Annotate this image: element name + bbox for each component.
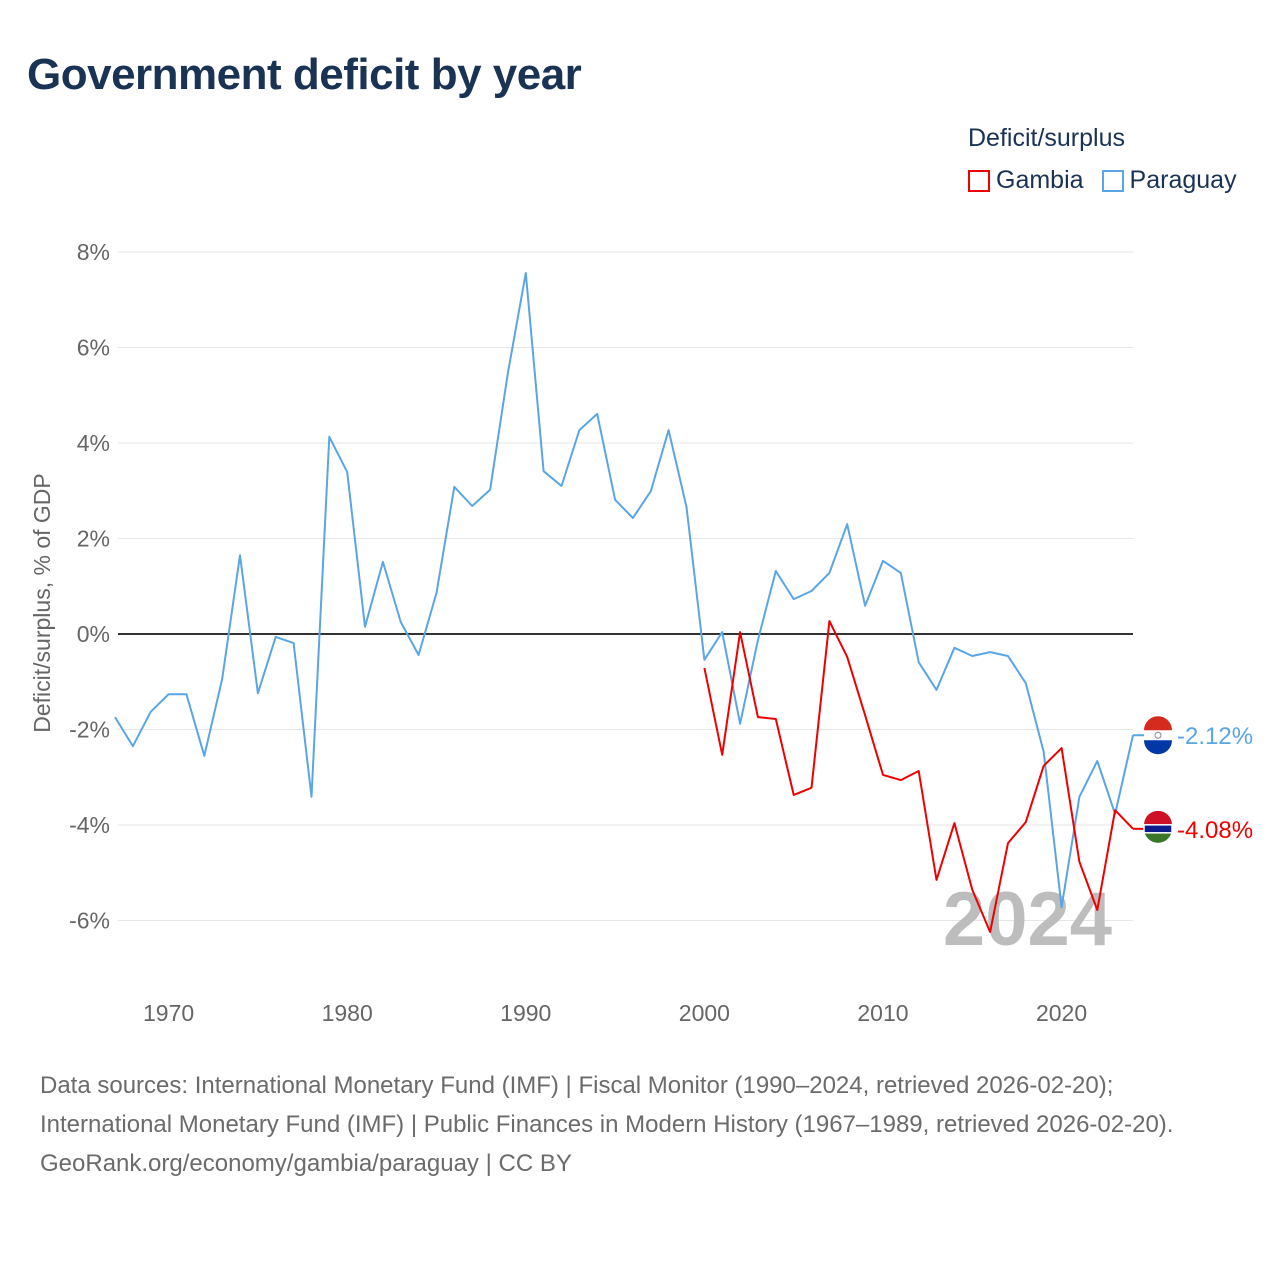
series-line-gambia	[703, 620, 1134, 933]
legend-title: Deficit/surplus	[968, 124, 1125, 152]
legend-item-paraguay[interactable]: Paraguay	[1101, 166, 1237, 195]
y-tick-label: -4%	[69, 812, 110, 838]
flag-emblem	[1154, 731, 1162, 739]
y-tick-label: -2%	[69, 717, 110, 743]
legend-swatch-paraguay	[1101, 169, 1124, 192]
legend-item-gambia[interactable]: Gambia	[968, 166, 1084, 195]
flag-blue-band	[1144, 740, 1172, 755]
legend-label: Paraguay	[1129, 166, 1237, 194]
chart-title: Government deficit by year	[27, 50, 582, 99]
y-tick-label: 0%	[77, 621, 110, 647]
x-tick-label: 2010	[857, 1000, 908, 1026]
flag-red-band	[1144, 716, 1172, 731]
y-tick-label: 8%	[77, 239, 110, 265]
year-watermark: 2024	[943, 877, 1112, 962]
x-tick-label: 1980	[322, 1000, 373, 1026]
footer: Data sources: International Monetary Fun…	[40, 1066, 1240, 1183]
legend: Gambia Paraguay	[968, 166, 1237, 195]
y-tick-label: 6%	[77, 335, 110, 361]
x-tick-label: 2000	[679, 1000, 730, 1026]
end-label-gambia: -4.08%	[1177, 817, 1253, 844]
flag-red-band	[1144, 810, 1172, 825]
series-line-paraguay	[114, 272, 1134, 909]
legend-label: Gambia	[996, 166, 1084, 194]
x-tick-label: 1990	[500, 1000, 551, 1026]
end-label-paraguay: -2.12%	[1177, 723, 1253, 750]
credit-link[interactable]: GeoRank.org/economy/gambia/paraguay | CC…	[40, 1150, 572, 1177]
y-tick-label: -6%	[69, 908, 110, 934]
data-sources: Data sources: International Monetary Fun…	[40, 1072, 1174, 1138]
y-tick-label: 2%	[77, 526, 110, 552]
x-tick-label: 1970	[143, 1000, 194, 1026]
x-tick-label: 2020	[1036, 1000, 1087, 1026]
y-tick-label: 4%	[77, 430, 110, 456]
legend-swatch-gambia	[968, 169, 990, 192]
y-axis-label: Deficit/surplus, % of GDP	[29, 473, 55, 732]
flag-blue-band	[1143, 824, 1173, 834]
